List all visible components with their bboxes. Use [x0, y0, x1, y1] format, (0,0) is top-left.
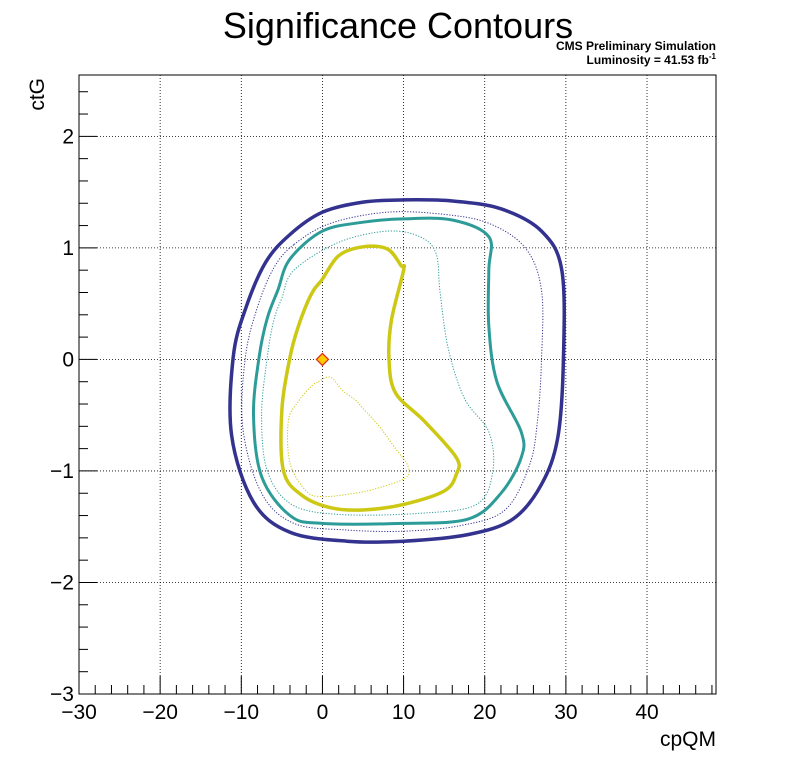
contour-line-5 [279, 244, 461, 512]
y-tick-label: −1 [50, 460, 74, 483]
contour-line-6 [287, 376, 410, 498]
grid [79, 75, 716, 694]
contours [228, 198, 566, 544]
x-tick-label: 0 [317, 701, 329, 724]
best-fit-marker [315, 352, 330, 367]
chart-title: Significance Contours [223, 5, 573, 46]
y-tick-label: 0 [62, 348, 74, 371]
x-tick-label: −20 [142, 701, 178, 724]
x-tick-label: −10 [223, 701, 259, 724]
luminosity-label: Luminosity = 41.53 fb-1 [587, 52, 717, 67]
plot-frame [78, 74, 717, 695]
x-axis-title: cpQM [660, 728, 716, 751]
y-tick-label: 1 [62, 237, 74, 260]
y-tick-label: −2 [50, 571, 74, 594]
y-tick-label: −3 [50, 683, 74, 706]
x-tick-label: 10 [392, 701, 415, 724]
contour-line-1 [228, 198, 566, 544]
x-tick-label: 30 [554, 701, 577, 724]
x-tick-label: 20 [473, 701, 496, 724]
x-tick-label: 40 [635, 701, 658, 724]
y-tick-label: 2 [62, 125, 74, 148]
x-tick-label: −30 [61, 701, 97, 724]
contour-line-3 [251, 216, 526, 526]
best-fit-layer [315, 352, 330, 367]
cms-label: CMS Preliminary Simulation [556, 39, 716, 53]
contour-line-2 [241, 211, 544, 532]
y-axis-title: ctG [26, 78, 49, 111]
